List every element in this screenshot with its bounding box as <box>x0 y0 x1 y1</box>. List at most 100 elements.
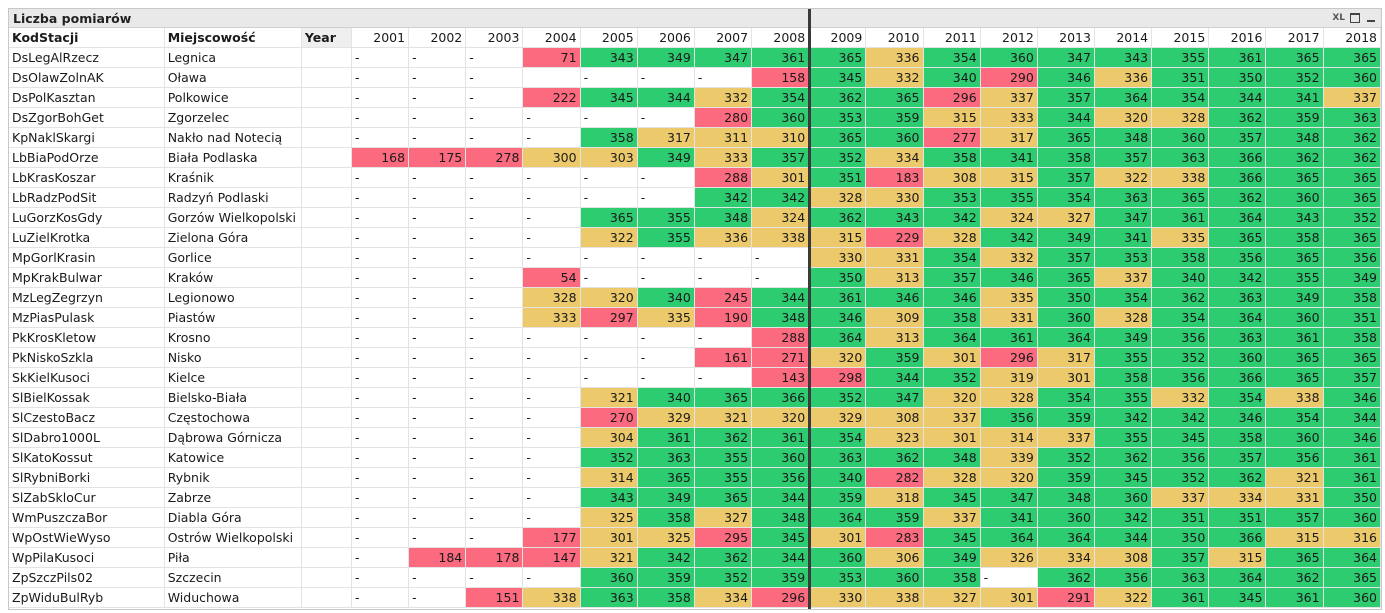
column-header-2010[interactable]: 2010 <box>865 28 924 48</box>
station-code-cell[interactable]: LbKrasKoszar <box>9 167 165 188</box>
table-row[interactable]: LbRadzPodSit Radzyń Podlaski - - - - - -342 342 3… <box>9 187 1381 208</box>
station-code-cell[interactable]: PkNiskoSzkla <box>9 347 165 368</box>
station-code-cell[interactable]: SlBielKossak <box>9 387 165 408</box>
city-cell[interactable]: Diabla Góra <box>164 507 302 528</box>
city-cell[interactable]: Oława <box>164 67 302 88</box>
city-cell[interactable]: Gorzów Wielkopolski <box>164 207 302 228</box>
station-code-cell[interactable]: DsOlawZolnAK <box>9 67 165 88</box>
station-code-cell[interactable]: WmPuszczaBor <box>9 507 165 528</box>
table-row[interactable]: DsZgorBohGet Zgorzelec - - - - - -280 360 353 359 3… <box>9 107 1381 128</box>
city-cell[interactable]: Zielona Góra <box>164 227 302 248</box>
station-code-cell[interactable]: WpPilaKusoci <box>9 547 165 568</box>
station-code-cell[interactable]: SlDabro1000L <box>9 427 165 448</box>
station-code-cell[interactable]: MpKrakBulwar <box>9 267 165 288</box>
table-row[interactable]: SlBielKossak Bielsko-Biała - - - -321 340 365 36… <box>9 387 1381 408</box>
column-header-station[interactable]: KodStacji <box>9 28 165 48</box>
station-code-cell[interactable]: ZpWiduBulRyb <box>9 587 165 608</box>
station-code-cell[interactable]: KpNaklSkargi <box>9 127 165 148</box>
column-header-2017[interactable]: 2017 <box>1265 28 1324 48</box>
split-divider[interactable] <box>808 9 811 609</box>
column-header-2009[interactable]: 2009 <box>808 28 867 48</box>
column-header-city[interactable]: Miejscowość <box>164 28 302 48</box>
city-cell[interactable]: Widuchowa <box>164 587 302 608</box>
city-cell[interactable]: Częstochowa <box>164 407 302 428</box>
station-code-cell[interactable]: SlKatoKossut <box>9 447 165 468</box>
column-header-2006[interactable]: 2006 <box>637 28 695 48</box>
object-caption[interactable]: Liczba pomiarów XL <box>9 9 1381 28</box>
station-code-cell[interactable]: PkKrosKletow <box>9 327 165 348</box>
city-cell[interactable]: Kraków <box>164 267 302 288</box>
table-row[interactable]: LbBiaPodOrze Biała Podlaska 168 175 278 300 30… <box>9 147 1381 168</box>
column-header-2013[interactable]: 2013 <box>1037 28 1095 48</box>
table-row[interactable]: MpKrakBulwar Kraków - - -54- - - -350 313 357 346 3… <box>9 267 1381 288</box>
table-row[interactable]: LbKrasKoszar Kraśnik - - - - - -288 301 351 183 308… <box>9 167 1381 188</box>
city-cell[interactable]: Gorlice <box>164 247 302 268</box>
column-header-2007[interactable]: 2007 <box>694 28 753 48</box>
xl-export-icon[interactable]: XL <box>1332 13 1345 23</box>
table-row[interactable]: DsLegAlRzecz Legnica - - -71 343 349 347 361 365 3… <box>9 47 1381 68</box>
city-cell[interactable]: Dąbrowa Górnicza <box>164 427 302 448</box>
table-row[interactable]: MzLegZegrzyn Legionowo - - -328 320 340 245 344 3… <box>9 287 1381 308</box>
column-header-2008[interactable]: 2008 <box>751 28 810 48</box>
station-code-cell[interactable]: MpGorlKrasin <box>9 247 165 268</box>
station-code-cell[interactable]: LuGorzKosGdy <box>9 207 165 228</box>
city-cell[interactable]: Polkowice <box>164 87 302 108</box>
station-code-cell[interactable]: ZpSzczPils02 <box>9 567 165 588</box>
table-row[interactable]: WpPilaKusoci Piła -184 178 147 321 342 362 344 36… <box>9 547 1381 568</box>
station-code-cell[interactable]: SlCzestoBacz <box>9 407 165 428</box>
city-cell[interactable]: Zabrze <box>164 487 302 508</box>
table-row[interactable]: SlDabro1000L Dąbrowa Górnicza - - - -304 361 36… <box>9 427 1381 448</box>
table-row[interactable]: KpNaklSkargi Nakło nad Notecią - - - -358 317 3… <box>9 127 1381 148</box>
station-code-cell[interactable]: MzPiasPulask <box>9 307 165 328</box>
city-cell[interactable]: Nisko <box>164 347 302 368</box>
city-cell[interactable]: Szczecin <box>164 567 302 588</box>
city-cell[interactable]: Zgorzelec <box>164 107 302 128</box>
column-header-2011[interactable]: 2011 <box>923 28 981 48</box>
city-cell[interactable]: Katowice <box>164 447 302 468</box>
table-row[interactable]: PkKrosKletow Krosno - - - - - - -288 364 313 364 361… <box>9 327 1381 348</box>
station-code-cell[interactable]: WpOstWieWyso <box>9 527 165 548</box>
column-header-2016[interactable]: 2016 <box>1208 28 1267 48</box>
table-row[interactable]: WmPuszczaBor Diabla Góra - - - -325 358 327 348 3… <box>9 507 1381 528</box>
city-cell[interactable]: Piła <box>164 547 302 568</box>
station-code-cell[interactable]: LuZielKrotka <box>9 227 165 248</box>
table-row[interactable]: SlZabSkloCur Zabrze - - - -343 349 365 344 359 318… <box>9 487 1381 508</box>
city-cell[interactable]: Kielce <box>164 367 302 388</box>
column-header-2001[interactable]: 2001 <box>351 28 410 48</box>
city-cell[interactable]: Ostrów Wielkopolski <box>164 527 302 548</box>
table-row[interactable]: SlRybniBorki Rybnik - - - -314 365 355 356 340 282… <box>9 467 1381 488</box>
column-header-2015[interactable]: 2015 <box>1151 28 1210 48</box>
table-row[interactable]: MzPiasPulask Piastów - - -333 297 335 190 348 346… <box>9 307 1381 328</box>
column-header-2004[interactable]: 2004 <box>522 28 581 48</box>
city-cell[interactable]: Legnica <box>164 47 302 68</box>
station-code-cell[interactable]: DsZgorBohGet <box>9 107 165 128</box>
table-row[interactable]: LuGorzKosGdy Gorzów Wielkopolski - - - -365 35… <box>9 207 1381 228</box>
station-code-cell[interactable]: MzLegZegrzyn <box>9 287 165 308</box>
column-header-2003[interactable]: 2003 <box>465 28 524 48</box>
table-row[interactable]: PkNiskoSzkla Nisko - - - - - -161 271 320 359 301 29… <box>9 347 1381 368</box>
city-cell[interactable]: Piastów <box>164 307 302 328</box>
table-row[interactable]: ZpSzczPils02 Szczecin - - - -360 359 352 359 353 3… <box>9 567 1381 588</box>
table-row[interactable]: LuZielKrotka Zielona Góra - - - -322 355 336 338… <box>9 227 1381 248</box>
column-header-year[interactable]: Year <box>301 28 352 48</box>
city-cell[interactable]: Rybnik <box>164 467 302 488</box>
column-header-2005[interactable]: 2005 <box>580 28 638 48</box>
minimize-icon[interactable] <box>1365 12 1377 24</box>
station-code-cell[interactable]: SkKielKusoci <box>9 367 165 388</box>
column-header-2012[interactable]: 2012 <box>980 28 1038 48</box>
table-row[interactable]: SkKielKusoci Kielce - - - - - - -143 298 344 352 319… <box>9 367 1381 388</box>
station-code-cell[interactable]: SlZabSkloCur <box>9 487 165 508</box>
table-row[interactable]: SlKatoKossut Katowice - - - -352 363 355 360 363 3… <box>9 447 1381 468</box>
column-header-2018[interactable]: 2018 <box>1323 28 1381 48</box>
city-cell[interactable]: Kraśnik <box>164 167 302 188</box>
maximize-icon[interactable] <box>1349 12 1361 24</box>
city-cell[interactable]: Legionowo <box>164 287 302 308</box>
table-row[interactable]: WpOstWieWyso Ostrów Wielkopolski - - -177 301… <box>9 527 1381 548</box>
station-code-cell[interactable]: LbBiaPodOrze <box>9 147 165 168</box>
city-cell[interactable]: Bielsko-Biała <box>164 387 302 408</box>
table-row[interactable]: ZpWiduBulRyb Widuchowa - -151 338 363 358 334 29… <box>9 587 1381 608</box>
table-row[interactable]: DsPolKasztan Polkowice - - -222 345 344 332 354 3… <box>9 87 1381 108</box>
table-row[interactable]: DsOlawZolnAK Oława - - - - - -158 345 332 340 290 34… <box>9 67 1381 88</box>
station-code-cell[interactable]: SlRybniBorki <box>9 467 165 488</box>
table-row[interactable]: MpGorlKrasin Gorlice - - - - - - - -330 331 354 332 3… <box>9 247 1381 268</box>
